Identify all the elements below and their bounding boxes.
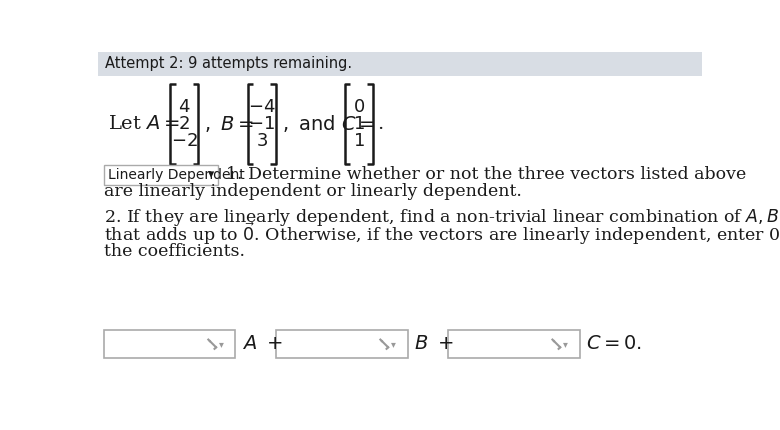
Text: $-4$: $-4$ [248,98,275,116]
Text: $2$: $2$ [179,115,190,133]
Text: ▾: ▾ [563,339,568,349]
FancyBboxPatch shape [104,330,236,358]
Text: 2. If they are linearly dependent, find a non-trivial linear combination of $A, : 2. If they are linearly dependent, find … [104,207,780,227]
FancyBboxPatch shape [448,330,580,358]
Text: ▾: ▾ [219,339,224,349]
Text: Linearly Dependent: Linearly Dependent [108,168,245,182]
FancyBboxPatch shape [98,52,702,76]
Text: 1. Determine whether or not the three vectors listed above: 1. Determine whether or not the three ve… [226,166,746,183]
Text: $C = 0.$: $C = 0.$ [586,335,642,353]
Text: $1$: $1$ [353,132,364,150]
Text: $-2$: $-2$ [171,132,197,150]
FancyBboxPatch shape [276,330,407,358]
Text: $0$: $0$ [353,98,365,116]
Text: $A\ +$: $A\ +$ [242,335,282,353]
Text: $,\ \mathrm{and}\ C =$: $,\ \mathrm{and}\ C =$ [282,114,375,135]
Text: that adds up to $\vec{0}$. Otherwise, if the vectors are linearly independent, e: that adds up to $\vec{0}$. Otherwise, if… [104,221,780,247]
Text: .: . [378,115,384,133]
Text: the coefficients.: the coefficients. [104,243,245,260]
Text: $3$: $3$ [256,132,268,150]
Text: ▾: ▾ [207,168,214,181]
Text: $4$: $4$ [178,98,190,116]
Text: $B\ +$: $B\ +$ [413,335,454,353]
Text: $-1$: $-1$ [248,115,275,133]
Text: are linearly independent or linearly dependent.: are linearly independent or linearly dep… [104,183,522,200]
Text: Let $A =$: Let $A =$ [108,115,180,133]
Text: $,\ B =$: $,\ B =$ [204,114,254,134]
Text: $1$: $1$ [353,115,364,133]
Text: ▾: ▾ [391,339,396,349]
Text: Attempt 2: 9 attempts remaining.: Attempt 2: 9 attempts remaining. [105,56,353,71]
FancyBboxPatch shape [104,165,218,185]
